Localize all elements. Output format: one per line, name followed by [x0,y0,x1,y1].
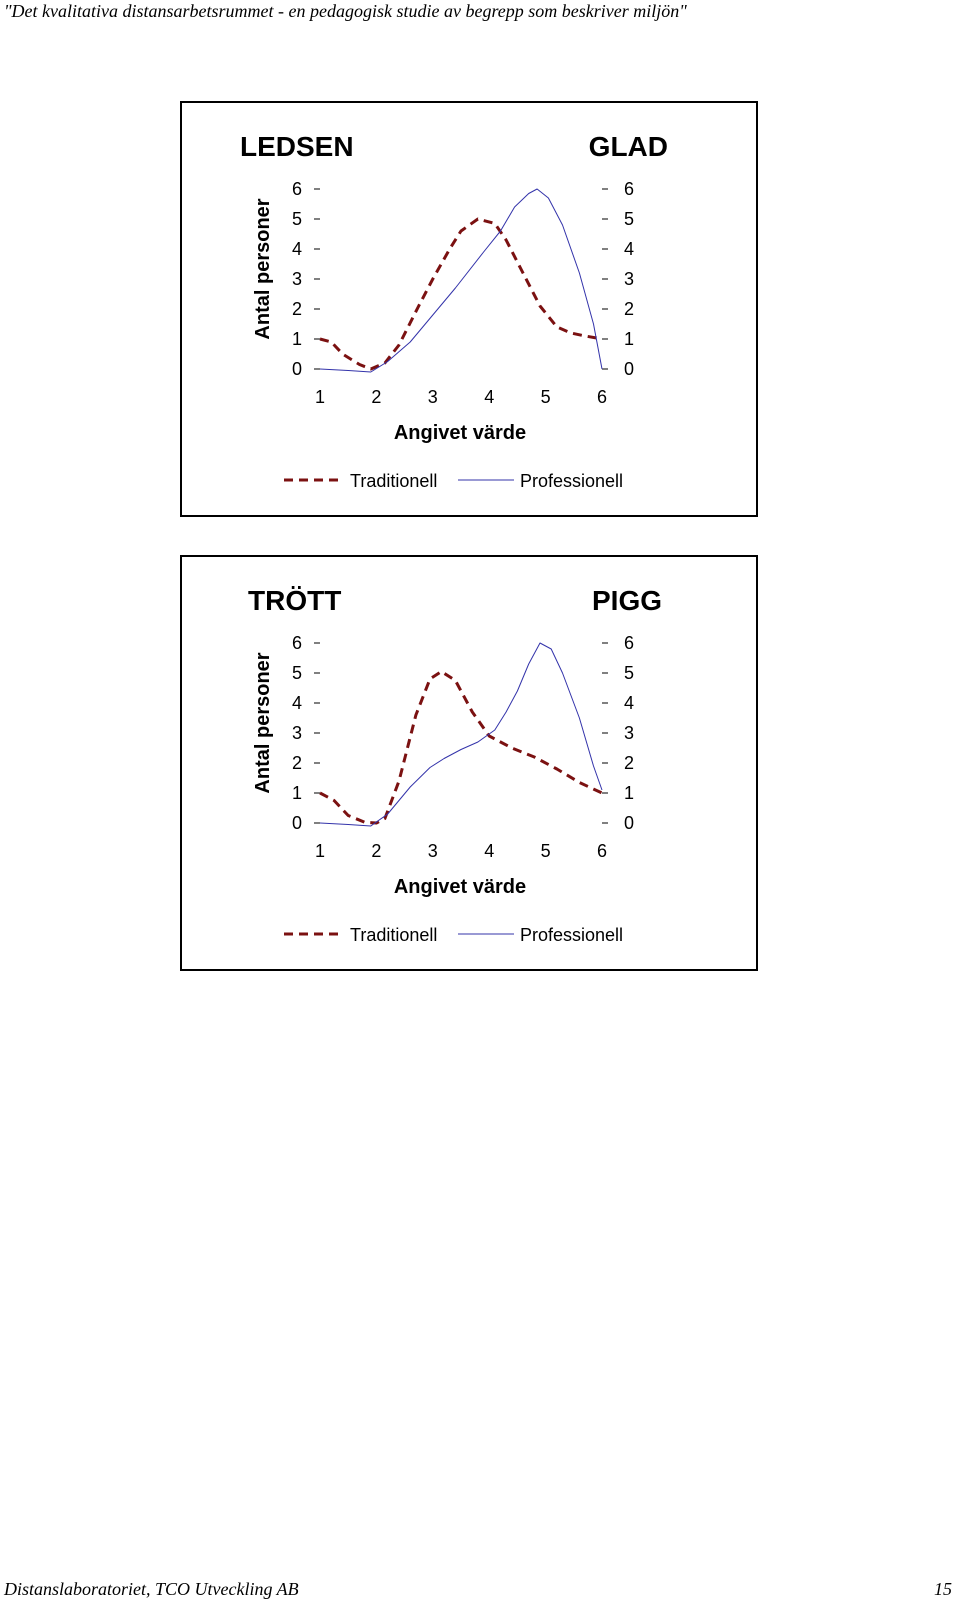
x-tick-label-4: 4 [484,841,494,861]
y-tick-label-left-2: 2 [292,753,302,773]
legend-label-professionell: Professionell [520,471,623,491]
y-tick-label-right-2: 2 [624,299,634,319]
y-tick-label-right-3: 3 [624,723,634,743]
series-group [319,188,603,373]
y-tick-label-right-3: 3 [624,269,634,289]
x-tick-label-4: 4 [484,387,494,407]
chart-svg-ledsen-glad: LEDSEN GLAD Antal personer 0123456012345… [240,131,668,491]
y-tick-label-left-3: 3 [292,269,302,289]
x-tick-label-3: 3 [428,387,438,407]
page-footer-publisher: Distanslaboratoriet, TCO Utveckling AB [4,1579,299,1599]
x-tick-label-6: 6 [597,387,607,407]
x-tick-label-6: 6 [597,841,607,861]
y-tick-label-left-5: 5 [292,209,302,229]
x-axis-label: Angivet värde [394,876,526,898]
y-tick-label-right-4: 4 [624,239,634,259]
y-tick-label-right-5: 5 [624,663,634,683]
y-tick-label-left-6: 6 [292,633,302,653]
x-tick-label-3: 3 [428,841,438,861]
y-tick-label-left-4: 4 [292,693,302,713]
legend: Traditionell Professionell [284,925,623,945]
y-tick-label-right-0: 0 [624,813,634,833]
series-group [319,642,603,827]
legend-label-traditionell: Traditionell [350,471,437,491]
y-tick-label-right-1: 1 [624,329,634,349]
x-axis-label: Angivet värde [394,422,526,444]
x-tick-label-5: 5 [541,841,551,861]
legend: Traditionell Professionell [284,471,623,491]
chart-title-left: LEDSEN [240,131,354,162]
y-tick-label-left-6: 6 [292,179,302,199]
y-axis-label: Antal personer [252,652,274,793]
chart-svg-trott-pigg: TRÖTT PIGG Antal personer 01234560123456… [248,585,662,945]
y-tick-label-left-0: 0 [292,359,302,379]
series-line-professionell [319,188,603,373]
series-line-professionell [319,642,603,827]
y-tick-label-right-4: 4 [624,693,634,713]
y-tick-label-right-6: 6 [624,179,634,199]
legend-label-traditionell: Traditionell [350,925,437,945]
x-tick-label-2: 2 [371,841,381,861]
x-tick-label-5: 5 [541,387,551,407]
chart-title-left: TRÖTT [248,585,341,616]
y-tick-label-left-4: 4 [292,239,302,259]
x-tick-label-1: 1 [315,387,325,407]
y-tick-label-right-2: 2 [624,753,634,773]
legend-label-professionell: Professionell [520,925,623,945]
y-tick-label-left-0: 0 [292,813,302,833]
y-tick-label-left-5: 5 [292,663,302,683]
y-axis-label: Antal personer [252,198,274,339]
y-tick-label-right-1: 1 [624,783,634,803]
chart-title-right: PIGG [592,585,662,616]
y-tick-label-left-1: 1 [292,329,302,349]
series-line-traditionell [319,670,603,825]
x-tick-label-1: 1 [315,841,325,861]
page-header: "Det kvalitativa distansarbetsrummet - e… [4,1,687,21]
chart-title-right: GLAD [589,131,668,162]
page-number: 15 [934,1579,952,1599]
y-tick-label-right-0: 0 [624,359,634,379]
y-tick-label-right-5: 5 [624,209,634,229]
y-tick-label-left-1: 1 [292,783,302,803]
x-tick-label-2: 2 [371,387,381,407]
series-line-traditionell [319,217,603,371]
y-tick-label-right-6: 6 [624,633,634,653]
y-tick-label-left-3: 3 [292,723,302,743]
y-tick-label-left-2: 2 [292,299,302,319]
